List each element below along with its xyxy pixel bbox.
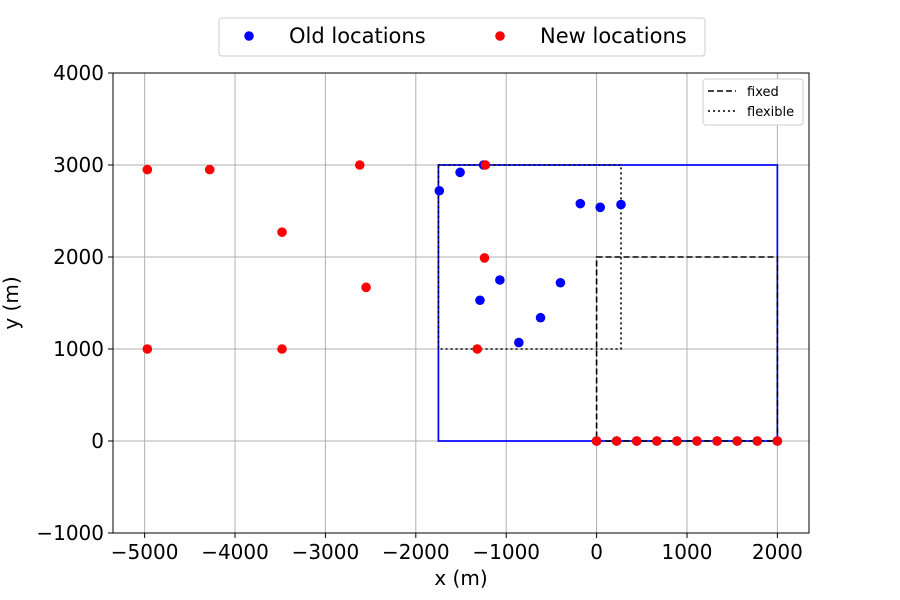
x-tick-label: −4000	[201, 540, 269, 564]
new-location-point	[472, 344, 483, 354]
legend-points: Old locations New locations	[218, 17, 706, 57]
new-location-point	[692, 436, 702, 446]
old-location-point	[495, 275, 505, 285]
new-location-point	[480, 160, 491, 170]
ticks-layer: −5000 −4000 −3000 −2000 −1000 0 1000 2000 −1000 0…	[36, 61, 802, 564]
old-location-point	[575, 198, 586, 209]
old-location-point	[555, 277, 566, 288]
x-tick-label: −2000	[382, 540, 450, 564]
boundary-outer-rect	[437, 164, 779, 442]
new-location-point	[652, 436, 662, 446]
new-location-point	[204, 164, 215, 175]
y-axis-label: y (m)	[0, 276, 23, 329]
new-location-point	[354, 160, 365, 170]
new-location-point	[361, 282, 371, 293]
new-location-point	[277, 344, 287, 354]
y-tick-label: −1000	[36, 521, 104, 545]
new-location-point	[772, 436, 783, 446]
grid-layer	[113, 72, 809, 534]
y-tick-label: 4000	[53, 61, 104, 85]
old-location-point	[595, 202, 605, 213]
new-location-point	[752, 436, 763, 446]
legend-label-old: Old locations	[289, 24, 426, 48]
new-location-point	[142, 344, 153, 354]
old-location-point	[475, 295, 485, 306]
boundary-flexible-rect	[437, 164, 622, 350]
new-location-point	[672, 436, 682, 446]
x-tick-label: 2000	[752, 540, 803, 564]
legend-label-new: New locations	[540, 24, 687, 48]
legend-marker-old	[244, 31, 254, 41]
new-location-point	[732, 436, 743, 446]
x-tick-label: −5000	[111, 540, 179, 564]
y-tick-label: 0	[91, 429, 104, 453]
new-location-point	[277, 227, 287, 237]
plot-frame	[112, 72, 810, 534]
x-tick-label: −1000	[472, 540, 540, 564]
new-location-point	[631, 436, 642, 446]
legend-points-frame	[218, 17, 706, 57]
new-location-point	[611, 436, 622, 446]
y-tick-label: 2000	[53, 245, 104, 269]
new-location-point	[142, 164, 153, 175]
old-location-point	[514, 337, 524, 348]
old-location-point	[535, 312, 546, 323]
x-tick-label: −3000	[292, 540, 360, 564]
old-location-point	[616, 199, 626, 210]
old-location-point	[455, 167, 465, 178]
new-location-point	[591, 436, 602, 446]
x-axis-label: x (m)	[434, 566, 487, 590]
x-tick-label: 0	[590, 540, 603, 564]
legend-marker-new	[495, 31, 505, 41]
legend-label-flexible: flexible	[747, 105, 794, 120]
boundary-layer	[437, 164, 779, 442]
legend-boundaries: fixed flexible	[702, 78, 804, 126]
legend-label-fixed: fixed	[747, 85, 779, 100]
old-location-point	[434, 185, 445, 196]
boundary-fixed-rect	[595, 256, 779, 442]
new-location-point	[479, 253, 490, 263]
points-layer	[142, 160, 783, 446]
new-location-point	[712, 436, 722, 446]
y-tick-label: 3000	[53, 153, 104, 177]
x-tick-label: 1000	[662, 540, 713, 564]
y-tick-label: 1000	[53, 337, 104, 361]
